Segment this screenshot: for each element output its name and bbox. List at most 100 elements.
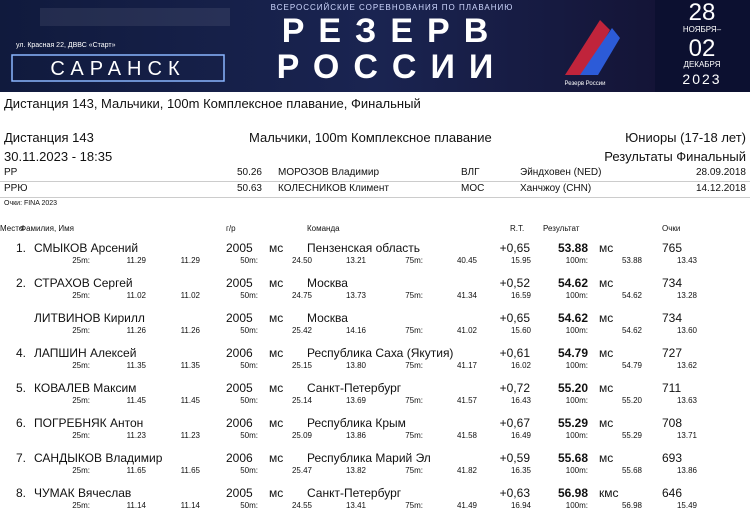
split-time: 11.23	[126, 431, 146, 440]
split-time: 13.60	[676, 326, 697, 335]
name: ЧУМАК Вячеслав	[34, 486, 132, 500]
year: 2005	[226, 486, 253, 500]
split-time: 11.45	[126, 396, 146, 405]
split-time: 16.94	[510, 501, 531, 510]
rank-achieved: мс	[599, 276, 614, 290]
team: Пензенская область	[307, 241, 421, 255]
result: 54.62	[557, 276, 588, 290]
split-time: 54.79	[621, 361, 642, 370]
split-label: 50m:	[240, 466, 258, 475]
split-time: 11.65	[126, 466, 146, 475]
split-time: 13.73	[345, 291, 366, 300]
year: 2006	[226, 451, 253, 465]
age-group: Юниоры (17-18 лет)	[625, 130, 746, 145]
year: 2023	[682, 71, 721, 87]
result: 54.79	[557, 346, 588, 360]
record-time: 50.26	[236, 167, 262, 178]
split-time: 11.26	[180, 326, 200, 335]
title-1: РЕЗЕРВ	[282, 12, 503, 50]
split-label: 100m:	[565, 431, 588, 440]
record-name: МОРОЗОВ Владимир	[278, 167, 380, 178]
record-date: 14.12.2018	[695, 183, 746, 194]
record-place: Эйндховен (NED)	[520, 167, 602, 178]
split-time: 13.69	[345, 396, 366, 405]
col-place: Место	[0, 224, 24, 233]
name: КОВАЛЕВ Максим	[34, 381, 137, 395]
split-label: 25m:	[72, 361, 90, 370]
split-label: 50m:	[240, 501, 258, 510]
reaction-time: +0,52	[499, 276, 530, 290]
split-time: 13.41	[345, 501, 366, 510]
discipline: Мальчики, 100m Комплексное плавание	[249, 130, 492, 145]
reaction-time: +0,59	[499, 451, 530, 465]
record-team: ВЛГ	[461, 167, 480, 178]
points: 727	[662, 346, 683, 360]
split-time: 41.02	[456, 326, 477, 335]
split-time: 56.98	[621, 501, 642, 510]
split-label: 75m:	[405, 256, 423, 265]
year: 2005	[226, 241, 253, 255]
split-label: 75m:	[405, 431, 423, 440]
datetime: 30.11.2023 - 18:35	[4, 149, 113, 164]
date-to: 02	[689, 35, 716, 62]
rank: мс	[269, 451, 284, 465]
split-label: 25m:	[72, 501, 90, 510]
split-time: 16.59	[510, 291, 531, 300]
team: Москва	[307, 311, 348, 325]
split-time: 15.95	[510, 256, 531, 265]
subtitle: ВСЕРОССИЙСКИЕ СОРЕВНОВАНИЯ ПО ПЛАВАНИЮ	[271, 3, 514, 12]
record-time: 50.63	[236, 183, 262, 194]
split-time: 16.02	[510, 361, 531, 370]
record-row	[0, 182, 750, 198]
split-time: 54.62	[621, 326, 642, 335]
points: 734	[662, 276, 683, 290]
split-label: 50m:	[240, 361, 258, 370]
split-label: 25m:	[72, 466, 90, 475]
split-label: 25m:	[72, 431, 90, 440]
split-time: 14.16	[345, 326, 366, 335]
team: Республика Саха (Якутия)	[307, 346, 454, 360]
split-label: 75m:	[405, 466, 423, 475]
split-label: 25m:	[72, 396, 90, 405]
split-time: 55.29	[621, 431, 642, 440]
page-title: Дистанция 143, Мальчики, 100m Комплексно…	[4, 96, 421, 111]
split-time: 41.49	[456, 501, 477, 510]
rank: мс	[269, 416, 284, 430]
split-label: 100m:	[565, 256, 588, 265]
place: 8.	[15, 486, 26, 500]
split-time: 41.57	[456, 396, 477, 405]
rank-achieved: мс	[599, 241, 614, 255]
split-time: 13.82	[345, 466, 366, 475]
record-team: МОС	[461, 183, 485, 194]
split-label: 100m:	[565, 466, 588, 475]
split-time: 13.86	[345, 431, 366, 440]
result: 55.68	[557, 451, 588, 465]
split-time: 11.29	[180, 256, 200, 265]
result-type: Результаты Финальный	[604, 149, 746, 164]
split-time: 13.63	[676, 396, 697, 405]
address: ул. Красная 22, ДВВС «Старт»	[16, 42, 116, 49]
split-time: 25.15	[291, 361, 312, 370]
col-year: г/р	[226, 224, 236, 233]
split-label: 25m:	[72, 291, 90, 300]
banner-bg	[0, 0, 750, 92]
split-time: 25.47	[291, 466, 312, 475]
place: 7.	[15, 451, 26, 465]
rank: мс	[269, 241, 284, 255]
points: 646	[662, 486, 683, 500]
team: Москва	[307, 276, 348, 290]
points: 765	[662, 241, 683, 255]
split-time: 11.14	[126, 501, 146, 510]
split-label: 25m:	[72, 256, 90, 265]
reaction-time: +0,72	[499, 381, 530, 395]
split-label: 75m:	[405, 501, 423, 510]
month-from: НОЯБРЯ–	[683, 25, 722, 34]
record-name: КОЛЕСНИКОВ Климент	[278, 183, 389, 194]
split-label: 50m:	[240, 431, 258, 440]
rank: мс	[269, 276, 284, 290]
record-place: Ханчжоу (CHN)	[520, 183, 592, 194]
split-time: 41.17	[456, 361, 477, 370]
split-time: 16.43	[510, 396, 531, 405]
logo	[565, 20, 610, 75]
year: 2005	[226, 276, 253, 290]
